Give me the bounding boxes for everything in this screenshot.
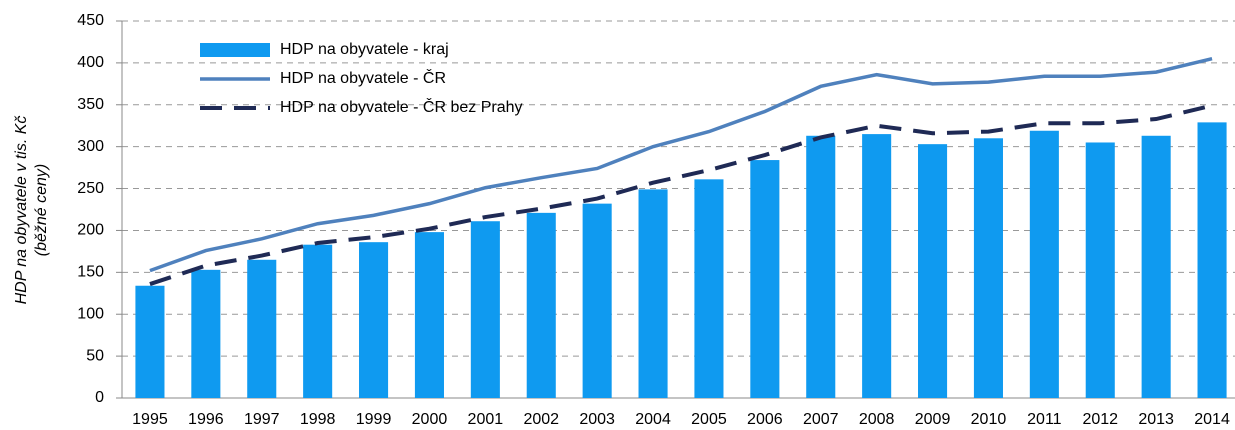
bar [806,135,836,398]
bar [1029,130,1059,398]
x-tick-label: 2000 [412,411,448,428]
y-tick-label: 400 [77,54,104,71]
x-tick-label: 2004 [635,411,671,428]
y-axis-label: (běžné ceny) [33,164,50,257]
bar [135,285,165,398]
dashed-line [149,103,1213,286]
x-tick-label: 2002 [523,411,559,428]
x-tick-label: 2010 [971,411,1007,428]
bar [638,189,668,398]
x-tick-label: 2009 [915,411,951,428]
x-tick-label: 2014 [1194,411,1230,428]
x-tick-label: 2001 [468,411,504,428]
bar [862,134,892,398]
y-tick-label: 150 [77,264,104,281]
x-tick-label: 2007 [803,411,839,428]
bar [1197,122,1227,399]
line [149,56,1213,273]
bar [694,179,724,398]
x-tick-label: 2013 [1138,411,1174,428]
y-tick-label: 0 [95,389,104,406]
bar [582,203,612,398]
bar [247,259,277,398]
legend-label: HDP na obyvatele - ČR bez Prahy [280,97,522,116]
y-tick-label: 200 [77,222,104,239]
x-tick-label: 1999 [356,411,392,428]
bar [526,212,556,398]
y-tick-label: 50 [86,347,104,364]
legend-label: HDP na obyvatele - ČR [280,68,446,87]
legend-swatch [200,43,270,57]
bar [973,138,1003,399]
y-tick-label: 350 [77,96,104,113]
x-tick-label: 2008 [859,411,895,428]
bar [1141,135,1171,398]
legend-label: HDP na obyvatele - kraj [280,41,449,58]
y-tick-label: 100 [77,305,104,322]
bar [414,232,444,398]
y-tick-label: 250 [77,180,104,197]
x-tick-label: 2005 [691,411,727,428]
bar [359,242,389,398]
bar [303,244,333,398]
x-tick-label: 1996 [188,411,224,428]
x-tick-label: 2011 [1027,411,1062,428]
y-axis-label: HDP na obyvatele v tis. Kč [13,116,30,305]
x-tick-label: 2012 [1082,411,1118,428]
x-tick-label: 2003 [579,411,615,428]
x-tick-label: 2006 [747,411,783,428]
y-tick-label: 450 [77,12,104,29]
y-tick-label: 300 [77,138,104,155]
bar [918,144,948,398]
bar [191,269,221,398]
bar [750,160,780,398]
bar [470,221,500,398]
bar [1085,142,1115,398]
x-tick-label: 1997 [244,411,280,428]
x-tick-label: 1995 [132,411,168,428]
x-tick-label: 1998 [300,411,336,428]
